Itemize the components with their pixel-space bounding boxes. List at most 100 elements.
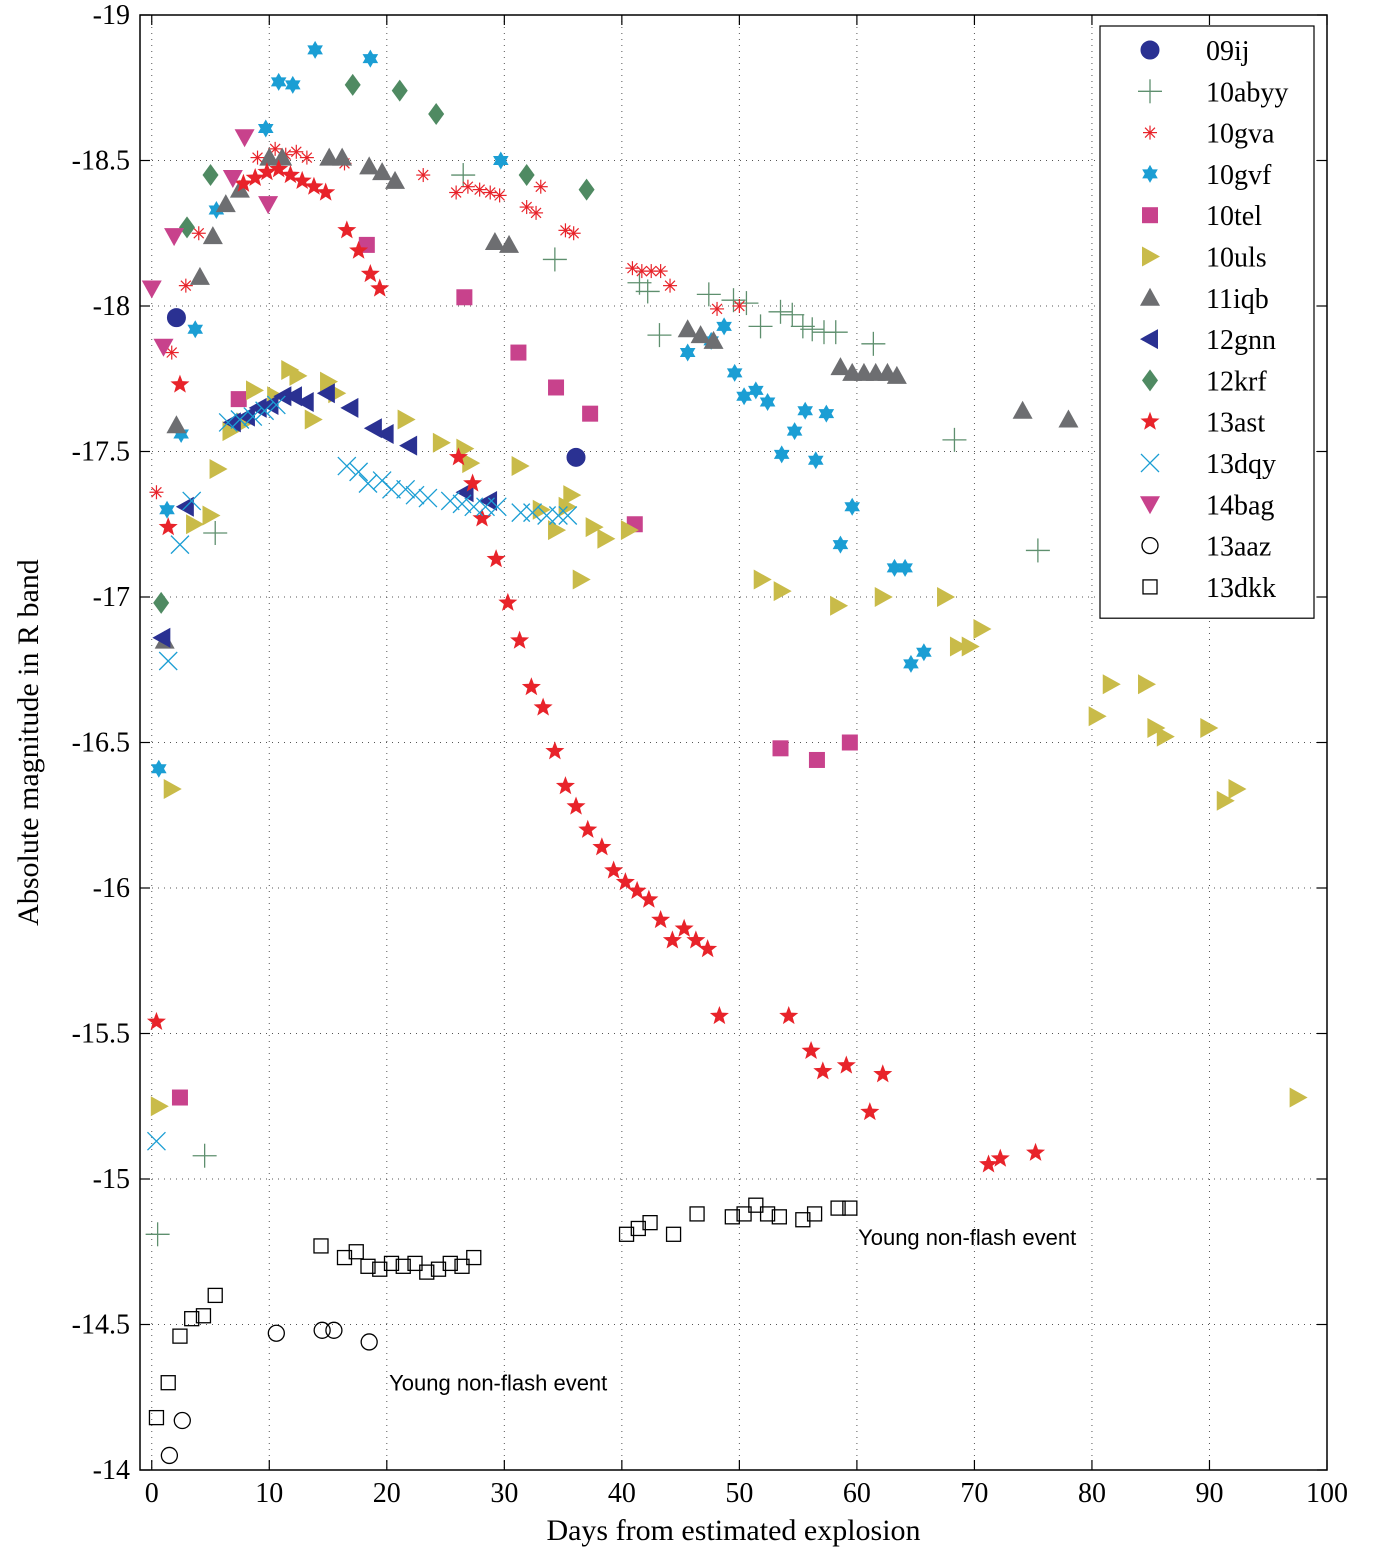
data-point <box>202 505 221 526</box>
data-point <box>359 156 380 175</box>
data-point <box>529 205 544 220</box>
data-point <box>178 278 193 293</box>
marker-shape <box>597 528 616 549</box>
data-point <box>385 170 406 189</box>
data-point <box>748 1197 764 1213</box>
data-point <box>472 182 487 197</box>
data-point <box>1138 674 1157 695</box>
marker-shape <box>677 319 698 338</box>
legend-label: 10tel <box>1206 201 1262 232</box>
marker-shape <box>830 595 849 616</box>
data-point <box>337 456 357 476</box>
marker-shape <box>171 1089 188 1106</box>
marker-shape <box>207 1287 223 1304</box>
marker-shape <box>753 569 772 590</box>
data-point <box>830 357 851 376</box>
marker-shape <box>405 485 425 505</box>
data-point <box>462 453 481 474</box>
data-point <box>860 1102 880 1121</box>
marker-shape <box>159 505 175 519</box>
data-point <box>1026 1142 1046 1161</box>
marker-shape <box>189 266 210 285</box>
data-point <box>510 630 530 649</box>
y-tick-label: -15.5 <box>72 1019 130 1050</box>
data-point <box>861 331 886 356</box>
data-point <box>578 178 595 201</box>
marker-shape <box>604 860 624 879</box>
marker-shape <box>372 471 392 491</box>
data-point <box>842 1200 858 1216</box>
data-point <box>170 374 190 393</box>
data-point <box>348 1244 364 1260</box>
data-point <box>430 1261 447 1277</box>
data-point <box>186 514 205 535</box>
marker-shape <box>558 506 578 525</box>
marker-shape <box>748 1197 764 1213</box>
marker-shape <box>359 156 380 175</box>
marker-shape <box>209 458 228 479</box>
series-10tel <box>171 236 858 1106</box>
series-11iqb <box>154 147 1079 649</box>
marker-shape <box>844 502 860 516</box>
marker-shape <box>187 324 204 339</box>
data-point <box>597 528 616 549</box>
data-point <box>340 397 359 418</box>
data-point <box>383 1255 400 1272</box>
marker-shape <box>830 357 851 376</box>
marker-shape <box>236 406 255 427</box>
marker-shape <box>452 494 472 514</box>
marker-shape <box>937 587 956 607</box>
legend-marker <box>1140 40 1160 60</box>
data-point <box>163 779 182 800</box>
marker-shape <box>748 385 764 400</box>
marker-shape <box>417 169 429 181</box>
series-13dkk <box>148 1197 858 1426</box>
marker-shape <box>340 397 359 418</box>
data-point <box>407 1255 423 1272</box>
marker-shape <box>432 432 451 453</box>
marker-shape <box>1142 246 1160 267</box>
marker-shape <box>179 216 196 239</box>
marker-shape <box>153 338 174 357</box>
marker-shape <box>759 397 776 412</box>
legend-label: 14bag <box>1206 490 1274 521</box>
data-point <box>521 677 541 696</box>
data-point <box>158 651 178 671</box>
data-point <box>269 159 289 178</box>
data-point <box>768 299 793 324</box>
data-point <box>396 479 416 499</box>
data-point <box>148 1409 165 1426</box>
data-point <box>604 860 624 879</box>
marker-shape <box>442 1255 458 1272</box>
marker-shape <box>202 226 223 245</box>
data-point <box>532 499 551 520</box>
y-tick-label: -16 <box>93 873 130 904</box>
marker-shape <box>486 549 506 568</box>
marker-shape <box>166 308 186 328</box>
marker-shape <box>832 540 849 554</box>
data-point <box>164 228 185 247</box>
marker-shape <box>636 265 648 277</box>
data-point <box>690 325 711 344</box>
data-point <box>726 363 743 382</box>
data-point <box>558 223 573 238</box>
marker-shape <box>151 486 162 498</box>
marker-shape <box>572 569 591 590</box>
x-tick-label: 80 <box>1078 1478 1106 1509</box>
marker-shape <box>521 201 533 213</box>
marker-shape <box>801 1040 821 1060</box>
data-point <box>189 266 210 285</box>
marker-shape <box>320 371 339 392</box>
marker-shape <box>372 162 393 181</box>
data-point <box>440 491 460 511</box>
data-point <box>372 162 393 181</box>
marker-shape <box>674 918 694 937</box>
legend-label: 09ij <box>1206 36 1250 67</box>
marker-shape <box>521 677 541 696</box>
data-point <box>1058 409 1079 428</box>
marker-shape <box>173 1411 191 1430</box>
marker-shape <box>295 392 314 413</box>
data-point <box>736 1206 752 1222</box>
legend-label: 10gva <box>1206 119 1275 150</box>
data-point <box>937 587 956 607</box>
